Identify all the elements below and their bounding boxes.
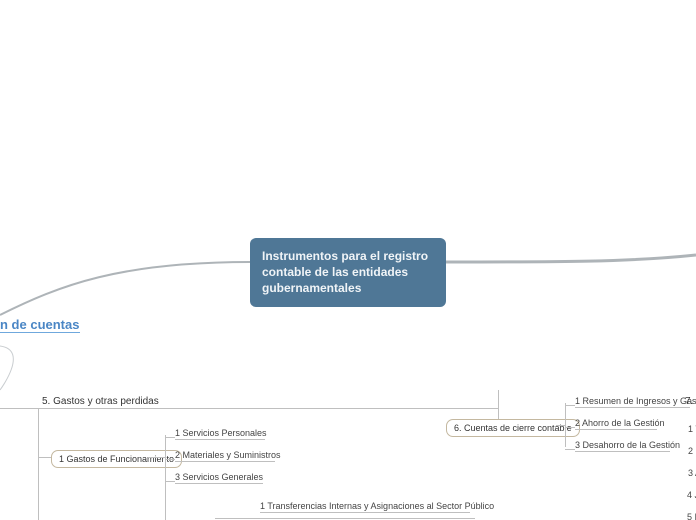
mindmap-canvas: Instrumentos para el registro contable d…: [0, 0, 696, 520]
section-5-child-right-h: [148, 457, 165, 458]
section-7-leaf: 1 V: [688, 424, 696, 434]
section-5-leaf: 3 Servicios Generales: [175, 472, 263, 482]
section-6-vline: [498, 390, 499, 420]
section-7-leaf: 5 In: [687, 512, 696, 520]
section-7-leaf: 2 E: [688, 446, 696, 456]
section-5-label: 5. Gastos y otras perdidas: [42, 396, 159, 407]
section-6-leaf: 2 Ahorro de la Gestión: [575, 418, 665, 428]
section-6-right-v: [565, 403, 566, 447]
leaf-connector: [565, 427, 575, 428]
leaf-connector: [565, 449, 575, 450]
cuentas-cierre-node[interactable]: 6. Cuentas de cierre contable: [446, 419, 580, 437]
section-7-leaf: 3 A: [688, 468, 696, 478]
transferencias-sub-underline: [215, 518, 475, 519]
section-5-leaf: 1 Servicios Personales: [175, 428, 267, 438]
section-6-leaf: 1 Resumen de Ingresos y Gastos: [575, 396, 696, 406]
section-5-child-right-v: [165, 435, 166, 520]
transferencias-leaf: 1 Transferencias Internas y Asignaciones…: [260, 501, 494, 511]
leaf-underline: [575, 407, 690, 408]
section-5-child-connector: [38, 457, 51, 458]
leaf-underline: [575, 451, 670, 452]
gastos-funcionamiento-node[interactable]: 1 Gastos de Funcionamiento: [51, 450, 182, 468]
leaf-underline: [175, 461, 275, 462]
section-5-vline: [38, 409, 39, 520]
leaf-underline: [175, 439, 265, 440]
section-6-leaf: 3 Desahorro de la Gestión: [575, 440, 680, 450]
center-node[interactable]: Instrumentos para el registro contable d…: [250, 238, 446, 307]
section-7-label: 7. Cuen: [685, 396, 696, 407]
section-7-leaf: 4 Ju: [687, 490, 696, 500]
plan-de-cuentas-link[interactable]: n de cuentas: [0, 317, 79, 332]
plan-de-cuentas-underline: [0, 332, 80, 333]
leaf-connector: [165, 437, 175, 438]
transferencias-underline: [260, 512, 470, 513]
leaf-underline: [175, 483, 263, 484]
leaf-connector: [165, 459, 175, 460]
section-5-underline: [0, 408, 498, 409]
leaf-connector: [165, 481, 175, 482]
leaf-connector: [565, 405, 575, 406]
leaf-underline: [575, 429, 657, 430]
section-6-right-h: [556, 425, 565, 426]
section-5-leaf: 2 Materiales y Suministros: [175, 450, 281, 460]
